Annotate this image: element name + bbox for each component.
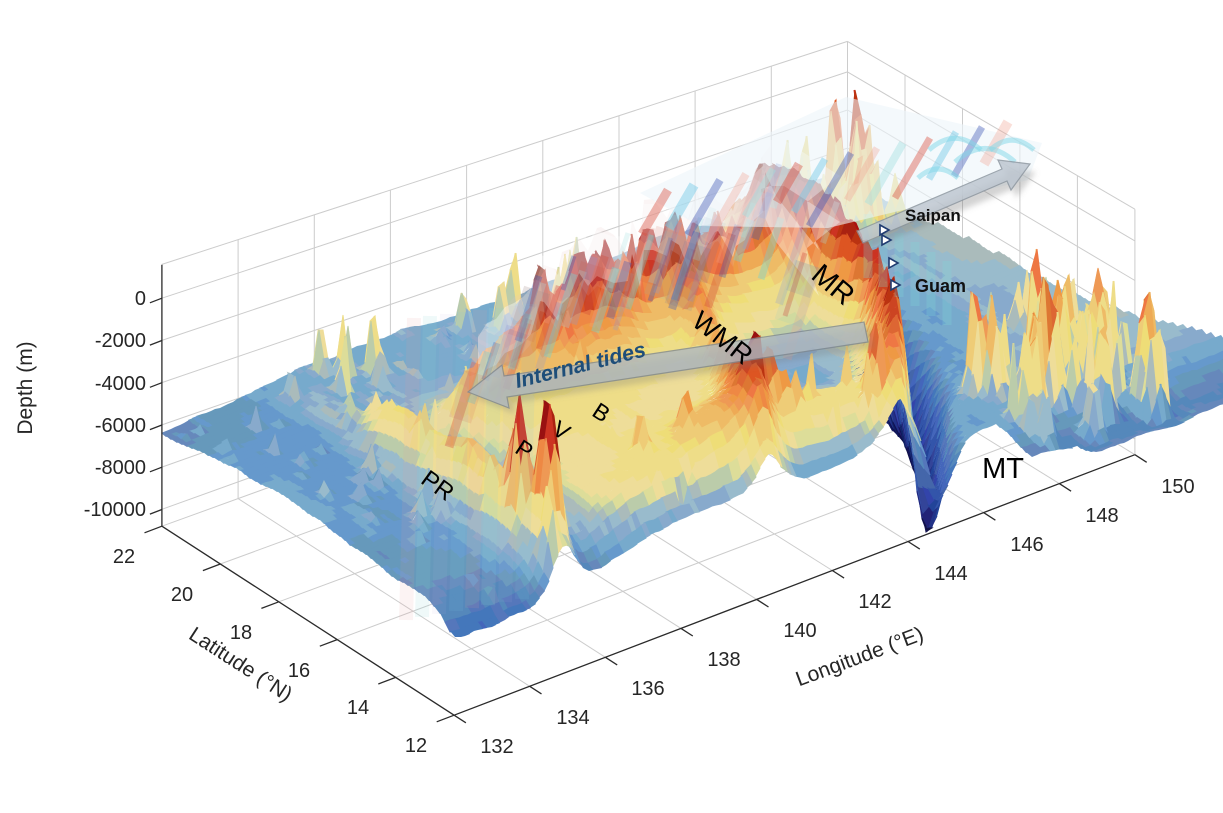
svg-text:12: 12 [405,735,427,757]
svg-text:144: 144 [934,563,967,585]
svg-text:-6000: -6000 [95,415,146,437]
svg-text:0: 0 [135,288,146,310]
svg-text:150: 150 [1161,476,1194,498]
svg-text:16: 16 [288,660,310,682]
svg-text:18: 18 [230,622,252,644]
svg-text:Saipan: Saipan [905,206,961,225]
svg-text:14: 14 [347,697,369,719]
svg-text:132: 132 [480,736,513,758]
svg-text:136: 136 [631,678,664,700]
svg-text:142: 142 [858,591,891,613]
svg-text:-10000: -10000 [84,499,146,521]
svg-text:-8000: -8000 [95,457,146,479]
svg-text:22: 22 [113,546,135,568]
svg-text:-2000: -2000 [95,330,146,352]
svg-text:138: 138 [707,649,740,671]
svg-text:20: 20 [171,584,193,606]
svg-text:Guam: Guam [915,276,966,296]
svg-text:134: 134 [556,707,589,729]
svg-text:Depth (m): Depth (m) [14,341,37,434]
svg-text:148: 148 [1085,505,1118,527]
svg-text:-4000: -4000 [95,373,146,395]
svg-text:MT: MT [982,453,1024,485]
svg-text:140: 140 [783,620,816,642]
svg-text:146: 146 [1010,534,1043,556]
